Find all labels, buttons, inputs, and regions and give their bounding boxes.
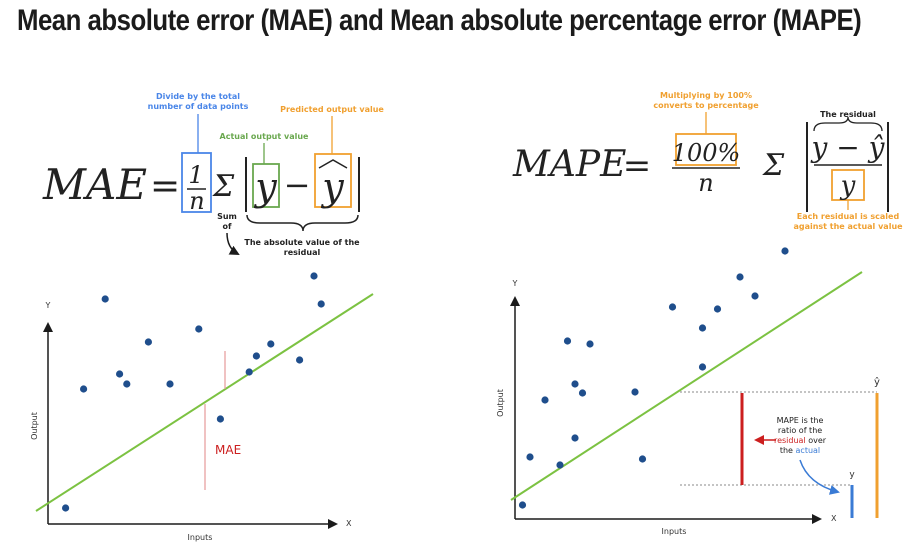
mae-data-point-4 xyxy=(116,370,124,378)
mape-data-point-17 xyxy=(751,292,759,300)
mae-y: y xyxy=(253,165,277,209)
mape-denominator: n xyxy=(698,169,713,197)
mape-numerator: 100% xyxy=(672,139,741,167)
mae-data-point-10 xyxy=(245,368,253,376)
mae-x-axis-letter: X xyxy=(346,519,352,528)
mae-x-label: Inputs xyxy=(188,533,213,542)
mae-data-point-12 xyxy=(267,340,275,348)
mape-data-point-2 xyxy=(526,453,534,461)
mae-hat xyxy=(318,159,348,169)
note-divide-line2: number of data points xyxy=(148,102,249,111)
mae-sigma: Σ xyxy=(212,169,235,204)
mape-data-point-9 xyxy=(586,340,594,348)
note-abs-line2: residual xyxy=(284,248,321,257)
mape-y-axis-letter: Y xyxy=(512,279,518,288)
mape-data-point-5 xyxy=(563,337,572,345)
abs-brace xyxy=(246,214,359,232)
mape-data-point-11 xyxy=(638,455,647,463)
mae-data-point-2 xyxy=(80,385,88,393)
mape-regression-line xyxy=(510,271,863,501)
mape-data-point-8 xyxy=(578,389,587,397)
mape-note-over-word: over xyxy=(808,436,827,445)
mae-data-point-13 xyxy=(296,356,304,364)
mae-data-point-11 xyxy=(252,352,260,360)
mae-data-point-14 xyxy=(317,300,325,308)
mae-numerator: 1 xyxy=(188,161,203,189)
mae-y-label: Output xyxy=(30,412,39,440)
note-scaled-line1: Each residual is scaled xyxy=(797,212,900,221)
mape-denominator-y: y xyxy=(840,171,856,201)
mape-note-blue-arrow xyxy=(799,459,840,495)
mape-data-point-4 xyxy=(556,461,564,469)
mae-minus: − xyxy=(284,166,311,204)
mape-note-the-word: the xyxy=(780,446,793,455)
note-actual: Actual output value xyxy=(220,132,309,141)
mae-regression-line xyxy=(35,293,374,512)
mae-data-point-8 xyxy=(195,325,203,333)
mape-note-line3: residual over xyxy=(774,436,827,445)
y-hat-box xyxy=(314,153,352,208)
mape-data-point-1 xyxy=(518,501,527,509)
mae-points xyxy=(62,272,325,512)
note-scaled-line2: against the actual value xyxy=(793,222,903,231)
hundred-percent-box xyxy=(675,133,737,166)
mape-x-axis-letter: X xyxy=(831,514,837,523)
mape-data-point-13 xyxy=(698,363,707,371)
mape-points xyxy=(518,247,789,509)
mape-plot: Y X Output Inputs ŷ y MAPE is the ratio … xyxy=(496,247,880,536)
one-over-n-box xyxy=(181,152,212,213)
mape-data-point-12 xyxy=(668,303,677,311)
note-multiply-line2: converts to percentage xyxy=(653,101,759,110)
mape-note-actual-word: actual xyxy=(796,446,821,455)
mape-x-label: Inputs xyxy=(662,527,687,536)
mae-lhs: MAE xyxy=(42,160,147,209)
mae-denominator: n xyxy=(189,187,204,215)
mae-data-point-7 xyxy=(166,380,174,388)
y-box xyxy=(252,163,280,208)
mape-lhs: MAPE xyxy=(512,144,626,185)
mae-data-point-3 xyxy=(101,295,109,303)
mape-note-line1: MAPE is the xyxy=(777,416,824,425)
residual-brace xyxy=(813,116,883,132)
note-sum-line1: Sum xyxy=(217,212,237,221)
mae-data-point-6 xyxy=(144,338,152,346)
mape-y-label: Output xyxy=(496,389,505,417)
mae-y-axis-letter: Y xyxy=(45,301,51,310)
mape-data-point-15 xyxy=(713,305,722,313)
note-multiply-line1: Multiplying by 100% xyxy=(660,91,752,100)
mape-y-hat-letter: ŷ xyxy=(874,376,880,388)
mape-data-point-10 xyxy=(631,388,639,396)
mae-data-point-1 xyxy=(62,504,70,512)
mape-note-line4: the actual xyxy=(780,446,820,455)
mae-equals: = xyxy=(150,166,180,207)
mape-data-point-16 xyxy=(736,273,744,281)
mape-data-point-7 xyxy=(571,380,579,388)
mape-data-point-6 xyxy=(571,434,579,442)
mape-y-letter: y xyxy=(849,470,855,480)
mae-data-point-15 xyxy=(310,272,318,280)
mape-residual-expr: y − ŷ xyxy=(810,131,886,164)
mae-data-point-9 xyxy=(216,415,224,423)
mape-data-point-3 xyxy=(541,396,549,404)
mape-note-line2: ratio of the xyxy=(778,426,822,435)
mae-plot: Y X Output Inputs MAE xyxy=(30,272,374,542)
note-sum-line2: of xyxy=(223,222,232,231)
note-residual: The residual xyxy=(820,110,876,119)
mae-formula: Divide by the total number of data point… xyxy=(42,92,384,257)
mape-sigma: Σ xyxy=(762,148,785,183)
note-predicted: Predicted output value xyxy=(280,105,384,114)
mape-data-point-14 xyxy=(698,324,707,332)
note-divide-line1: Divide by the total xyxy=(156,92,240,101)
mape-formula: Multiplying by 100% converts to percenta… xyxy=(512,91,903,231)
mae-residual-label: MAE xyxy=(215,443,241,457)
sum-arrow xyxy=(226,232,240,255)
mae-y-hat: y xyxy=(320,165,344,209)
note-abs-line1: The absolute value of the xyxy=(244,238,360,247)
mape-data-point-18 xyxy=(781,247,789,255)
mape-note-residual-word: residual xyxy=(774,436,806,445)
mae-data-point-5 xyxy=(123,380,131,388)
page-title: Mean absolute error (MAE) and Mean absol… xyxy=(17,4,862,37)
mape-equals: = xyxy=(623,146,652,186)
